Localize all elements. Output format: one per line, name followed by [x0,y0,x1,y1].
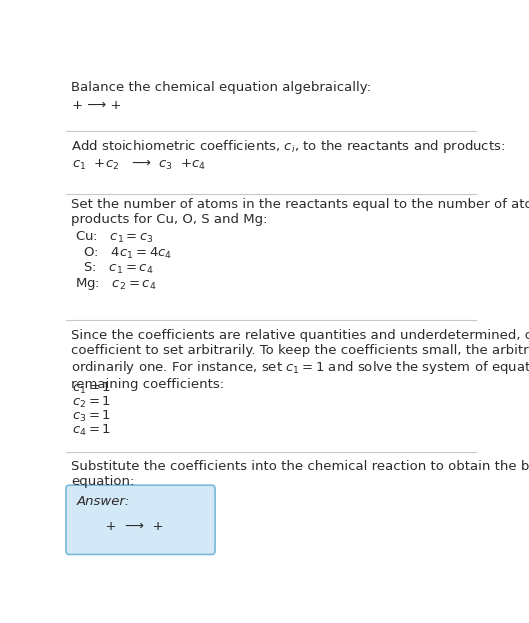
Text: +  ⟶  +: + ⟶ + [97,520,163,533]
Text: + ⟶ +: + ⟶ + [72,100,122,112]
Text: Answer:: Answer: [77,495,130,508]
Text: Add stoichiometric coefficients, $c_i$, to the reactants and products:: Add stoichiometric coefficients, $c_i$, … [71,138,505,155]
Text: S:   $c_1 = c_4$: S: $c_1 = c_4$ [76,261,154,276]
Text: $c_3 = 1$: $c_3 = 1$ [72,409,112,424]
Text: $c_2 = 1$: $c_2 = 1$ [72,395,112,410]
Text: O:   $4 c_1 = 4 c_4$: O: $4 c_1 = 4 c_4$ [76,245,172,261]
Text: Balance the chemical equation algebraically:: Balance the chemical equation algebraica… [71,81,371,94]
Text: Mg:   $c_2 = c_4$: Mg: $c_2 = c_4$ [76,277,157,293]
FancyBboxPatch shape [66,485,215,554]
Text: Substitute the coefficients into the chemical reaction to obtain the balanced
eq: Substitute the coefficients into the che… [71,460,529,488]
Text: Since the coefficients are relative quantities and underdetermined, choose a
coe: Since the coefficients are relative quan… [71,329,529,391]
Text: Set the number of atoms in the reactants equal to the number of atoms in the
pro: Set the number of atoms in the reactants… [71,198,529,226]
Text: $c_1 = 1$: $c_1 = 1$ [72,381,112,396]
Text: $c_1$  +$c_2$   ⟶  $c_3$  +$c_4$: $c_1$ +$c_2$ ⟶ $c_3$ +$c_4$ [72,158,207,172]
Text: $c_4 = 1$: $c_4 = 1$ [72,423,112,438]
Text: Cu:   $c_1 = c_3$: Cu: $c_1 = c_3$ [76,231,154,245]
